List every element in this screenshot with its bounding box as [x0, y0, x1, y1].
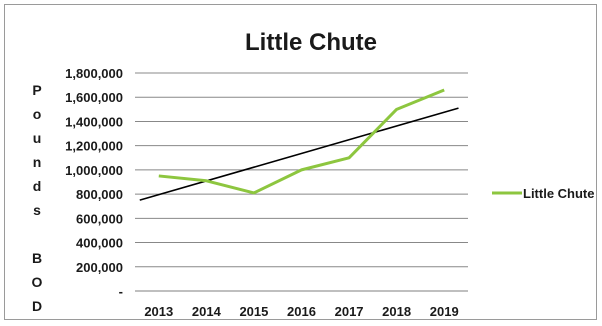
y-tick-label: 1,800,000 [65, 66, 123, 81]
x-tick-label: 2013 [144, 304, 173, 319]
y-axis-label-char: B [32, 250, 42, 266]
chart-title: Little Chute [245, 29, 377, 56]
series-line [158, 88, 445, 195]
y-tick-label: 1,200,000 [65, 139, 123, 154]
legend-label: Little Chute [523, 186, 595, 201]
chart-svg: Little Chute - 200,000 400,000 600,000 800,0… [32, 29, 595, 319]
y-tick-labels: - 200,000 400,000 600,000 800,000 1,000,000 1,… [65, 66, 123, 299]
y-axis-label-char: d [33, 178, 42, 194]
y-tick-label: 1,000,000 [65, 163, 123, 178]
y-tick-label: 200,000 [76, 260, 123, 275]
y-axis-label-char: P [32, 82, 41, 98]
y-tick-label: 1,600,000 [65, 90, 123, 105]
y-axis-label-char: D [32, 298, 42, 314]
y-tick-label: 1,400,000 [65, 114, 123, 129]
y-tick-label: 600,000 [76, 211, 123, 226]
x-tick-label: 2017 [335, 304, 364, 319]
series-lines [158, 88, 445, 195]
legend: Little Chute [492, 186, 595, 201]
gridlines [135, 72, 468, 292]
x-tick-label: 2014 [192, 304, 222, 319]
x-tick-labels: 2013 2014 2015 2016 2017 2018 2019 [144, 304, 458, 319]
trendline [139, 107, 459, 201]
y-tick-label: 800,000 [76, 187, 123, 202]
y-axis-label-char: n [33, 154, 42, 170]
y-axis-label-char: u [33, 130, 42, 146]
x-tick-label: 2018 [382, 304, 411, 319]
y-axis-label-char: o [33, 106, 42, 122]
x-tick-label: 2019 [430, 304, 459, 319]
y-tick-label: - [119, 284, 123, 299]
trendline-line [139, 107, 459, 201]
y-axis-label-char: s [33, 202, 41, 218]
y-axis-label-char: O [32, 274, 43, 290]
x-tick-label: 2016 [287, 304, 316, 319]
chart-frame: Little Chute - 200,000 400,000 600,000 800,0… [4, 4, 597, 320]
y-tick-label: 400,000 [76, 236, 123, 251]
x-tick-label: 2015 [239, 304, 268, 319]
